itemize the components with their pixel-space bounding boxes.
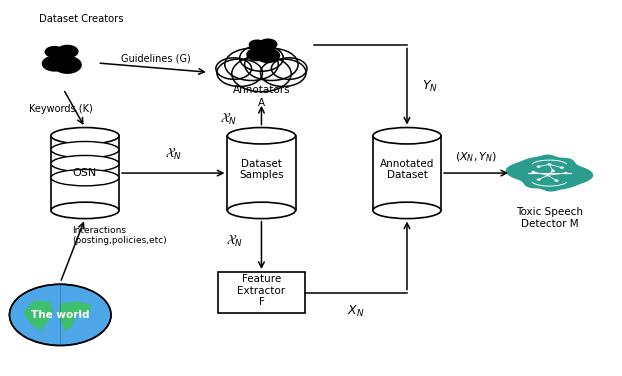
Circle shape — [56, 45, 78, 58]
Bar — [373, 136, 441, 211]
Circle shape — [271, 58, 307, 79]
Circle shape — [564, 172, 567, 174]
Text: $Y_N$: $Y_N$ — [422, 79, 439, 94]
Text: A: A — [258, 99, 265, 108]
Circle shape — [239, 45, 283, 71]
Bar — [228, 136, 295, 211]
Circle shape — [217, 59, 262, 86]
Bar — [218, 272, 305, 313]
Circle shape — [555, 179, 559, 182]
Text: Keywords (K): Keywords (K) — [29, 104, 93, 114]
Circle shape — [261, 59, 306, 86]
Circle shape — [45, 46, 64, 58]
Text: $\mathcal{X}_N$: $\mathcal{X}_N$ — [165, 147, 182, 162]
Ellipse shape — [51, 127, 119, 144]
Circle shape — [551, 170, 555, 172]
Text: Toxic Speech
Detector M: Toxic Speech Detector M — [516, 208, 583, 229]
Circle shape — [560, 167, 564, 169]
Circle shape — [258, 38, 277, 50]
Text: Dataset
Samples: Dataset Samples — [239, 159, 284, 180]
Polygon shape — [506, 155, 593, 191]
Text: OSN: OSN — [73, 168, 97, 178]
Text: Dataset Creators: Dataset Creators — [39, 14, 123, 24]
Circle shape — [531, 171, 535, 173]
Text: Feature
Extractor
F: Feature Extractor F — [238, 274, 285, 307]
Text: Annotators: Annotators — [233, 85, 290, 96]
Ellipse shape — [228, 202, 295, 218]
Circle shape — [537, 165, 541, 168]
Text: $X_N$: $X_N$ — [347, 304, 364, 319]
Text: Annotated
Dataset: Annotated Dataset — [380, 159, 434, 180]
Ellipse shape — [53, 56, 82, 74]
Bar — [51, 136, 119, 211]
Ellipse shape — [246, 48, 268, 61]
Polygon shape — [73, 301, 91, 315]
Polygon shape — [60, 303, 78, 330]
Ellipse shape — [51, 155, 119, 172]
Circle shape — [216, 58, 251, 79]
Text: The world: The world — [31, 310, 90, 320]
Circle shape — [232, 56, 291, 92]
Circle shape — [547, 163, 551, 165]
Circle shape — [9, 284, 111, 346]
Circle shape — [244, 48, 298, 80]
Circle shape — [545, 174, 550, 176]
Ellipse shape — [51, 202, 119, 218]
Text: Interactions
(posting,policies,etc): Interactions (posting,policies,etc) — [73, 226, 167, 245]
Polygon shape — [25, 301, 53, 330]
Circle shape — [249, 39, 266, 50]
Ellipse shape — [373, 127, 441, 144]
Ellipse shape — [51, 170, 119, 186]
Text: $\mathcal{X}_N$: $\mathcal{X}_N$ — [220, 112, 237, 127]
Text: Guidelines (G): Guidelines (G) — [121, 53, 191, 63]
Ellipse shape — [228, 127, 295, 144]
Text: $(X_N, Y_N)$: $(X_N, Y_N)$ — [455, 150, 497, 164]
Circle shape — [225, 48, 278, 80]
Text: $\mathcal{X}_N$: $\mathcal{X}_N$ — [226, 233, 243, 249]
Ellipse shape — [42, 56, 67, 72]
Ellipse shape — [256, 48, 281, 63]
Circle shape — [537, 178, 541, 181]
Ellipse shape — [51, 141, 119, 158]
Ellipse shape — [373, 202, 441, 218]
